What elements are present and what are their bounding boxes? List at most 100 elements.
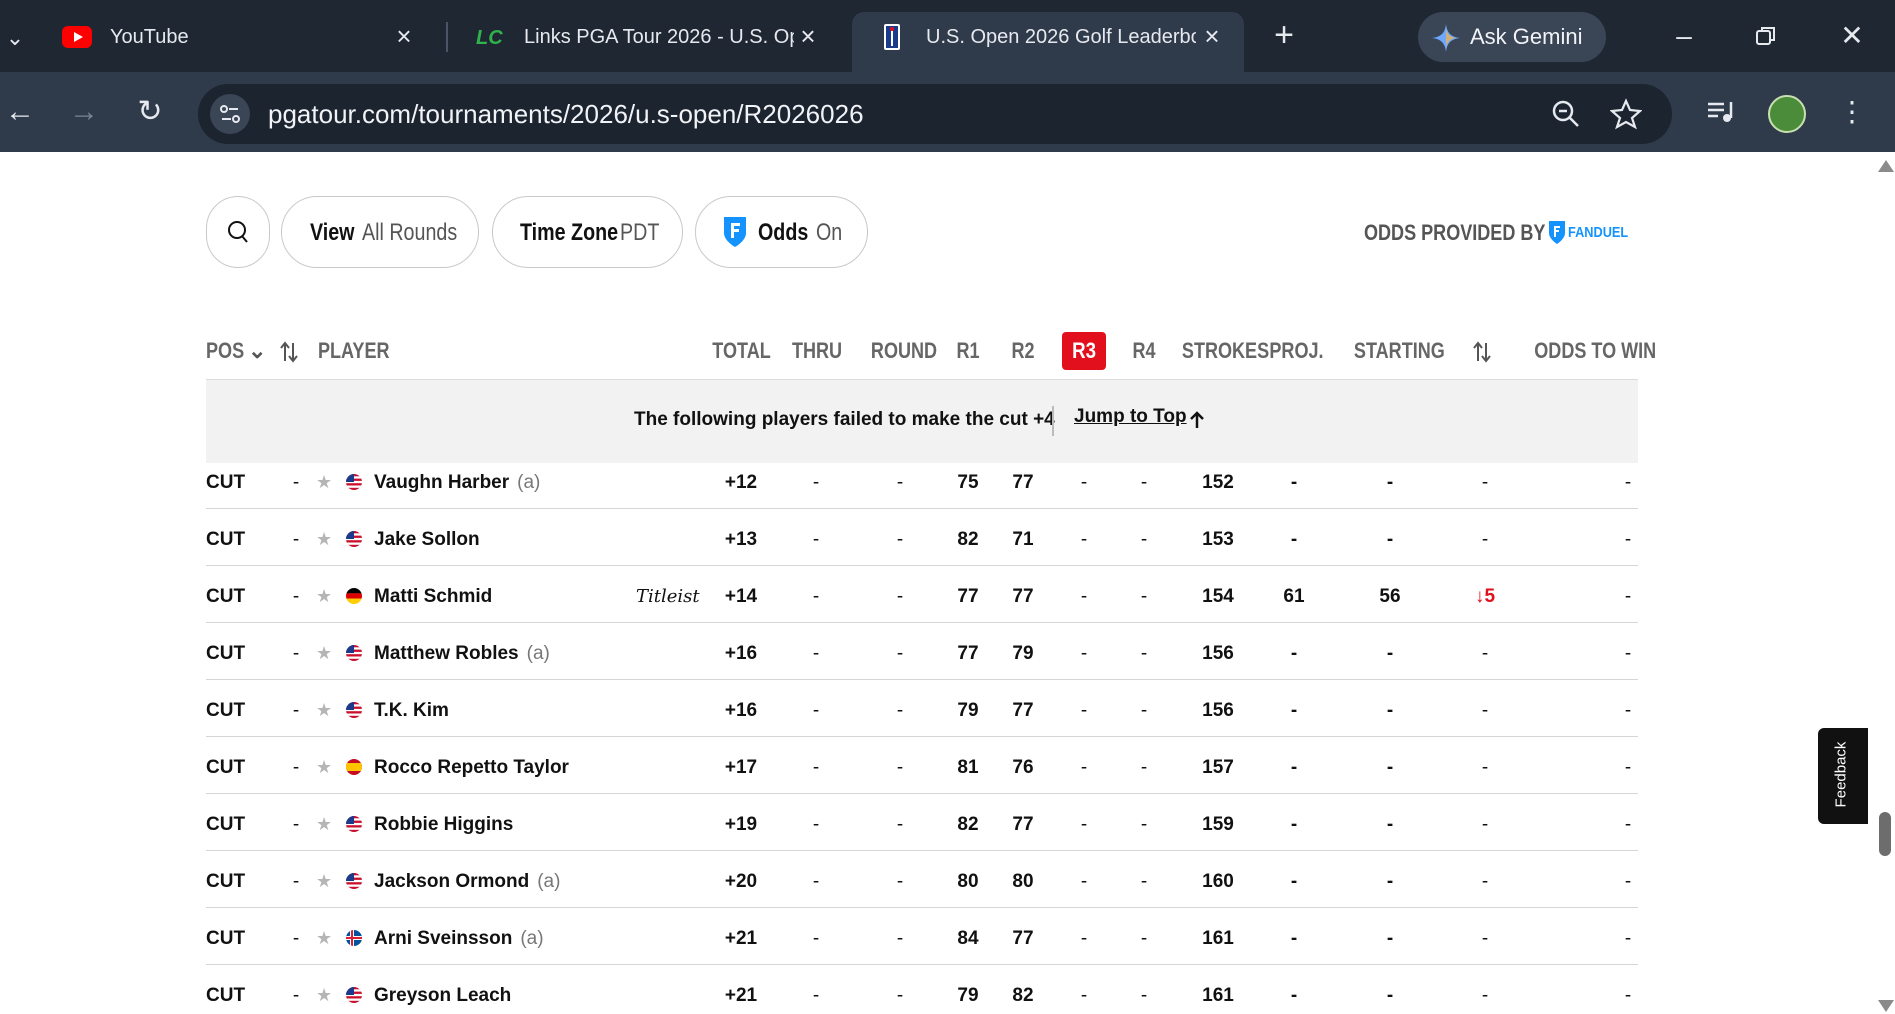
restore-icon[interactable] bbox=[1736, 14, 1796, 58]
cell-starting: - bbox=[1386, 871, 1394, 892]
header-pos[interactable]: POS bbox=[206, 338, 245, 363]
player-name: Rocco Repetto Taylor bbox=[374, 757, 569, 778]
arrow-up-icon[interactable] bbox=[1188, 410, 1206, 430]
favorite-star-icon[interactable]: ★ bbox=[316, 928, 333, 948]
player-name-link[interactable]: Matti Schmid bbox=[374, 586, 492, 608]
scroll-thumb[interactable] bbox=[1879, 812, 1891, 856]
tab-youtube[interactable]: YouTube × bbox=[36, 12, 436, 62]
tab-search-chevron-icon[interactable]: ⌄ bbox=[5, 25, 25, 50]
forward-icon[interactable]: → bbox=[69, 95, 99, 128]
youtube-icon bbox=[62, 26, 92, 48]
cell-r1: 82 bbox=[957, 814, 979, 835]
favorite-star-icon[interactable]: ★ bbox=[316, 985, 333, 1005]
cell-round: - bbox=[896, 643, 904, 664]
cell-r3: - bbox=[1080, 700, 1088, 721]
address-bar[interactable]: pgatour.com/tournaments/2026/u.s-open/R2… bbox=[198, 84, 1672, 144]
player-name-link[interactable]: Jake Sollon bbox=[374, 529, 480, 551]
bookmark-star-icon[interactable] bbox=[1610, 98, 1642, 130]
table-row[interactable]: CUT - ★ Matti Schmid Titleist +14- -77 77- -154 6… bbox=[206, 566, 1638, 623]
cell-round: - bbox=[896, 586, 904, 607]
favorite-star-icon[interactable]: ★ bbox=[316, 586, 333, 606]
close-tab-icon[interactable]: × bbox=[800, 21, 816, 51]
cell-r4: - bbox=[1140, 472, 1148, 493]
player-name: Arni Sveinsson bbox=[374, 928, 513, 949]
player-name-link[interactable]: Vaughn Harber (a) bbox=[374, 472, 540, 494]
cell-r2: 76 bbox=[1012, 757, 1034, 778]
scroll-up-arrow-icon[interactable] bbox=[1878, 160, 1894, 172]
cell-r1: 82 bbox=[957, 529, 979, 550]
close-tab-icon[interactable]: × bbox=[1204, 21, 1220, 51]
close-window-icon[interactable]: ✕ bbox=[1840, 20, 1864, 51]
feedback-tab[interactable]: Feedback bbox=[1818, 728, 1868, 824]
close-tab-icon[interactable]: × bbox=[396, 21, 412, 51]
position-change: ↓5 bbox=[1474, 586, 1496, 607]
jump-to-top-link[interactable]: Jump to Top bbox=[1074, 406, 1187, 427]
cell-starting: - bbox=[1386, 985, 1394, 1006]
site-info-icon[interactable] bbox=[210, 94, 250, 134]
sort-arrows-icon[interactable] bbox=[279, 340, 299, 364]
profile-avatar[interactable] bbox=[1768, 95, 1806, 133]
back-icon[interactable]: ← bbox=[5, 95, 35, 128]
odds-toggle-button[interactable]: Odds On bbox=[695, 196, 868, 268]
amateur-marker: (a) bbox=[520, 928, 544, 949]
favorite-star-icon[interactable]: ★ bbox=[316, 643, 333, 663]
table-row[interactable]: CUT - ★ Vaughn Harber (a) +12- -75 77- -152- - - - bbox=[206, 452, 1638, 509]
view-filter-button[interactable]: View All Rounds bbox=[281, 196, 479, 268]
player-name-link[interactable]: Matthew Robles (a) bbox=[374, 643, 550, 665]
cell-strokes: 157 bbox=[1202, 757, 1234, 778]
amateur-marker: (a) bbox=[526, 643, 550, 664]
cell-thru: - bbox=[812, 757, 820, 778]
odds-label: Odds bbox=[758, 219, 809, 246]
player-name-link[interactable]: Greyson Leach bbox=[374, 985, 511, 1007]
tab-links-pga[interactable]: LC Links PGA Tour 2026 - U.S. Op × bbox=[450, 12, 840, 62]
player-name-link[interactable]: T.K. Kim bbox=[374, 700, 449, 722]
page-scrollbar[interactable] bbox=[1875, 152, 1895, 1014]
ask-gemini-label: Ask Gemini bbox=[1470, 24, 1583, 49]
favorite-star-icon[interactable]: ★ bbox=[316, 814, 333, 834]
favorite-star-icon[interactable]: ★ bbox=[316, 700, 333, 720]
header-r1[interactable]: R1 bbox=[956, 338, 980, 363]
player-name-link[interactable]: Rocco Repetto Taylor bbox=[374, 757, 569, 779]
header-r4[interactable]: R4 bbox=[1132, 338, 1156, 363]
leaderboard-rows: CUT - ★ Vaughn Harber (a) +12- -75 77- -152- - - - C… bbox=[206, 452, 1638, 1014]
new-tab-icon[interactable]: + bbox=[1274, 16, 1294, 54]
position: CUT bbox=[206, 814, 246, 835]
tab-us-open-leaderboard[interactable]: U.S. Open 2026 Golf Leaderbo × bbox=[852, 12, 1244, 72]
sort-arrows-icon[interactable] bbox=[1472, 340, 1492, 364]
favorite-star-icon[interactable]: ★ bbox=[316, 757, 333, 777]
table-row[interactable]: CUT - ★ Jackson Ormond (a) +20- -80 80- -160- - - - bbox=[206, 851, 1638, 908]
table-row[interactable]: CUT - ★ Matthew Robles (a) +16- -77 79- -156- - - - bbox=[206, 623, 1638, 680]
table-row[interactable]: CUT - ★ Rocco Repetto Taylor +17- -81 76- -157-… bbox=[206, 737, 1638, 794]
cell-round: - bbox=[896, 757, 904, 778]
table-row[interactable]: CUT - ★ Greyson Leach +21- -79 82- -161- - - - bbox=[206, 965, 1638, 1014]
search-button[interactable] bbox=[206, 196, 270, 268]
table-row[interactable]: CUT - ★ Robbie Higgins +19- -82 77- -159- - - - bbox=[206, 794, 1638, 851]
player-name-link[interactable]: Jackson Ormond (a) bbox=[374, 871, 560, 893]
cell-strokes: 156 bbox=[1202, 643, 1234, 664]
favorite-star-icon[interactable]: ★ bbox=[316, 472, 333, 492]
header-r3-selected[interactable]: R3 bbox=[1062, 332, 1106, 370]
more-menu-icon[interactable]: ⋮ bbox=[1838, 96, 1866, 127]
country-flag-icon bbox=[346, 474, 362, 490]
timezone-filter-button[interactable]: Time Zone PDT bbox=[492, 196, 683, 268]
table-row[interactable]: CUT - ★ T.K. Kim +16- -79 77- -156- - - - bbox=[206, 680, 1638, 737]
player-name-link[interactable]: Arni Sveinsson (a) bbox=[374, 928, 544, 950]
pos-dropdown-chevron-icon[interactable]: ⌄ bbox=[248, 338, 267, 363]
cell-r2: 71 bbox=[1012, 529, 1034, 550]
ask-gemini-button[interactable]: Ask Gemini bbox=[1418, 12, 1606, 62]
scroll-down-arrow-icon[interactable] bbox=[1878, 1000, 1894, 1012]
position-change: - bbox=[1481, 757, 1489, 778]
reload-icon[interactable]: ↻ bbox=[137, 95, 163, 128]
header-r2[interactable]: R2 bbox=[1011, 338, 1035, 363]
favorite-star-icon[interactable]: ★ bbox=[316, 871, 333, 891]
player-name-link[interactable]: Robbie Higgins bbox=[374, 814, 513, 836]
table-row[interactable]: CUT - ★ Arni Sveinsson (a) +21- -84 77- -161- - - - bbox=[206, 908, 1638, 965]
cell-strokes: 161 bbox=[1202, 985, 1234, 1006]
media-controls-icon[interactable] bbox=[1700, 92, 1740, 132]
favorite-star-icon[interactable]: ★ bbox=[316, 529, 333, 549]
minimize-icon[interactable]: – bbox=[1676, 20, 1692, 51]
fanduel-logo[interactable]: FANDUEL bbox=[1548, 220, 1628, 246]
cell-total: +21 bbox=[724, 985, 758, 1006]
zoom-out-icon[interactable] bbox=[1550, 98, 1582, 130]
table-row[interactable]: CUT - ★ Jake Sollon +13- -82 71- -153- - - - bbox=[206, 509, 1638, 566]
